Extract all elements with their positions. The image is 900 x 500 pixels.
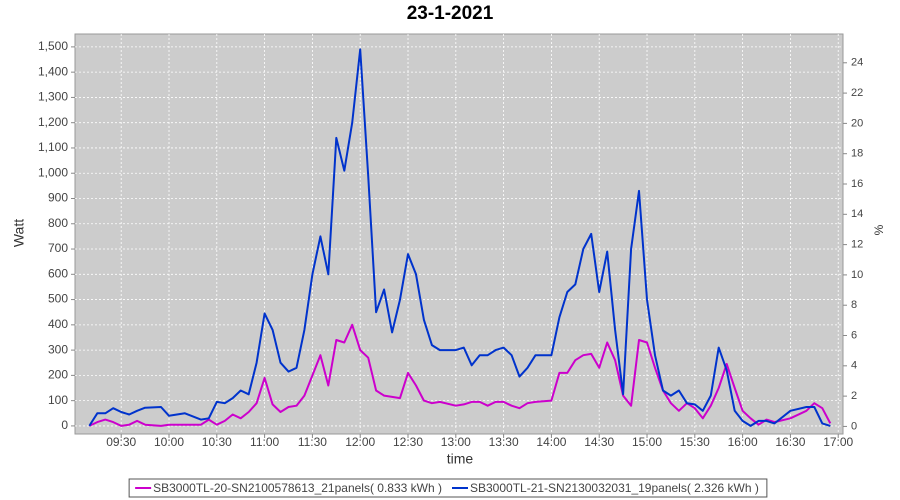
x-tick-label: 14:00	[536, 435, 566, 449]
x-tick-label: 13:00	[441, 435, 471, 449]
x-tick-label: 17:00	[823, 435, 853, 449]
y-tick-label: 1,300	[38, 90, 68, 104]
y-tick-label: 1,500	[38, 39, 68, 53]
x-tick-label: 14:30	[584, 435, 614, 449]
y-tick-label: 500	[48, 292, 68, 306]
legend-box	[128, 478, 768, 498]
y2-axis-label: %	[872, 224, 886, 235]
y-tick-label: 1,400	[38, 64, 68, 78]
y2-tick-label: 6	[851, 329, 857, 341]
y2-tick-label: 10	[851, 269, 863, 281]
y-tick-label: 200	[48, 368, 68, 382]
chart-title: 23-1-2021	[407, 3, 494, 24]
legend-label: SB3000TL-21-SN2130032031_19panels( 2.326…	[470, 481, 759, 495]
x-tick-label: 16:00	[728, 435, 758, 449]
y2-tick-label: 8	[851, 299, 857, 311]
y2-tick-label: 18	[851, 148, 863, 160]
y2-tick-label: 0	[851, 420, 857, 432]
y2-tick-label: 12	[851, 239, 863, 251]
x-tick-label: 12:00	[345, 435, 375, 449]
y2-tick-label: 14	[851, 208, 863, 220]
legend-label: SB3000TL-20-SN2100578613_21panels( 0.833…	[153, 481, 442, 495]
x-tick-label: 15:00	[632, 435, 662, 449]
y2-tick-label: 16	[851, 178, 863, 190]
y-tick-label: 300	[48, 342, 68, 356]
series-line	[88, 323, 832, 427]
y-tick-label: 600	[48, 266, 68, 280]
y-tick-label: 700	[48, 241, 68, 255]
x-tick-label: 12:30	[393, 435, 423, 449]
y-tick-label: 900	[48, 191, 68, 205]
x-tick-label: 15:30	[680, 435, 710, 449]
y-tick-label: 800	[48, 216, 68, 230]
y-tick-label: 1,000	[38, 165, 68, 179]
y-tick-label: 0	[61, 418, 68, 432]
y2-tick-label: 22	[851, 87, 863, 99]
x-tick-label: 10:00	[154, 435, 184, 449]
series-line	[88, 48, 831, 427]
x-tick-label: 11:00	[250, 435, 279, 449]
x-tick-label: 11:30	[298, 435, 327, 449]
y-axis-label: Watt	[11, 219, 27, 247]
y2-tick-label: 20	[851, 117, 863, 129]
legend: SB3000TL-20-SN2100578613_21panels( 0.833…	[128, 478, 768, 498]
y-tick-label: 100	[48, 393, 68, 407]
y2-tick-label: 24	[851, 57, 863, 69]
y-tick-label: 1,200	[38, 115, 68, 129]
y-tick-label: 1,100	[38, 140, 68, 154]
x-tick-label: 16:30	[775, 435, 805, 449]
x-tick-label: 09:30	[106, 435, 136, 449]
y2-tick-label: 4	[851, 360, 857, 372]
y2-tick-label: 2	[851, 390, 857, 402]
x-tick-label: 10:30	[202, 435, 232, 449]
y-tick-label: 400	[48, 317, 68, 331]
x-tick-label: 13:30	[489, 435, 519, 449]
x-axis-label: time	[447, 451, 474, 467]
